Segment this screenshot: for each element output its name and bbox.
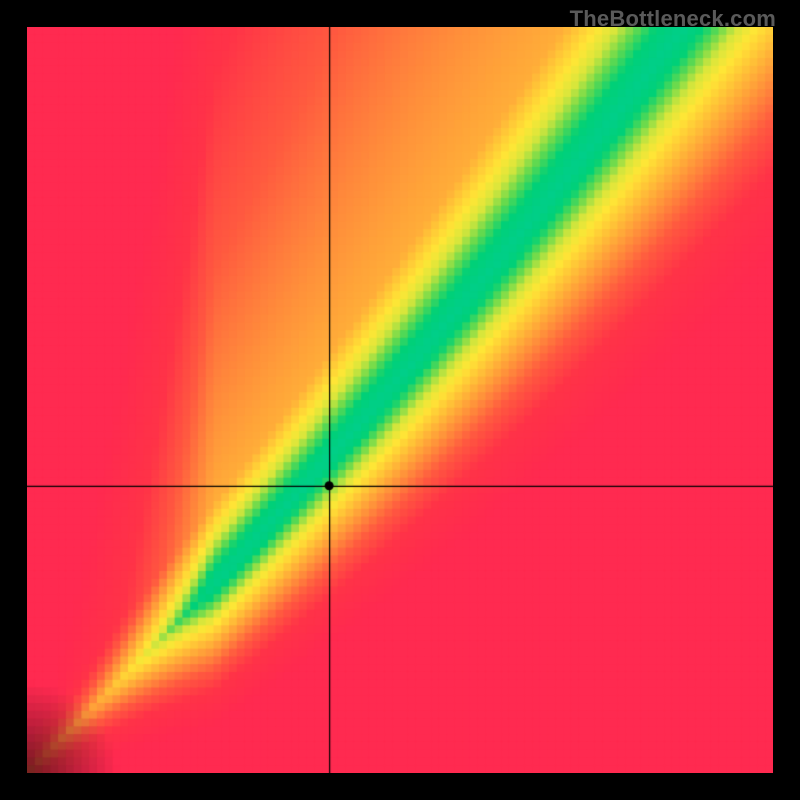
chart-container: { "watermark": { "text": "TheBottleneck.… — [0, 0, 800, 800]
bottleneck-heatmap — [27, 27, 773, 773]
